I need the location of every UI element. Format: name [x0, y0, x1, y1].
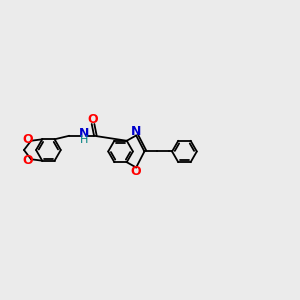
Text: N: N [131, 124, 141, 137]
Text: H: H [80, 135, 88, 145]
Text: O: O [22, 133, 32, 146]
Text: O: O [131, 165, 142, 178]
Text: N: N [79, 128, 89, 140]
Text: O: O [22, 154, 32, 167]
Text: O: O [88, 113, 98, 126]
